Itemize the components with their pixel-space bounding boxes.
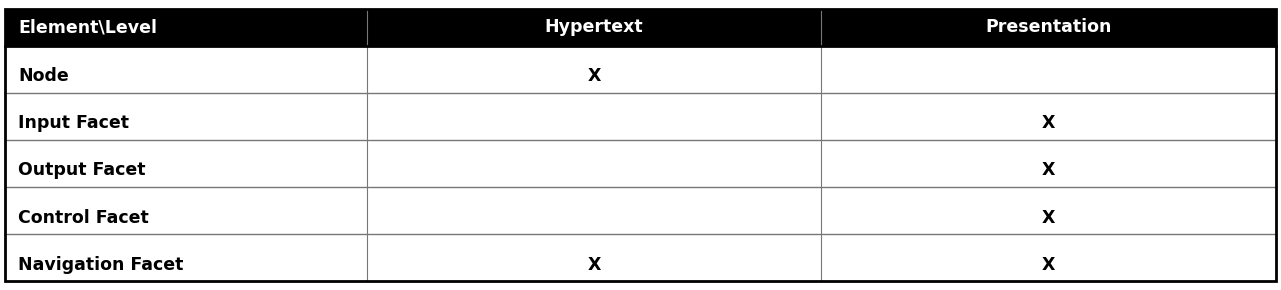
Bar [5,140,1276,187]
Text: X: X [1041,162,1056,180]
Text: Navigation Facet: Navigation Facet [18,256,183,274]
Bar [5,234,1276,281]
Text: X: X [1041,256,1056,274]
Text: Presentation: Presentation [985,18,1112,36]
Text: Node: Node [18,67,69,85]
Bar [5,9,1276,46]
Text: X: X [588,67,601,85]
Text: Hypertext: Hypertext [544,18,643,36]
Text: Control Facet: Control Facet [18,209,149,226]
Text: X: X [1041,114,1056,132]
Bar [5,187,1276,234]
Text: X: X [588,256,601,274]
Text: Output Facet: Output Facet [18,162,146,180]
Bar [5,46,1276,93]
Bar [5,93,1276,140]
Text: Input Facet: Input Facet [18,114,129,132]
Text: X: X [1041,209,1056,226]
Text: Element\Level: Element\Level [18,18,158,36]
